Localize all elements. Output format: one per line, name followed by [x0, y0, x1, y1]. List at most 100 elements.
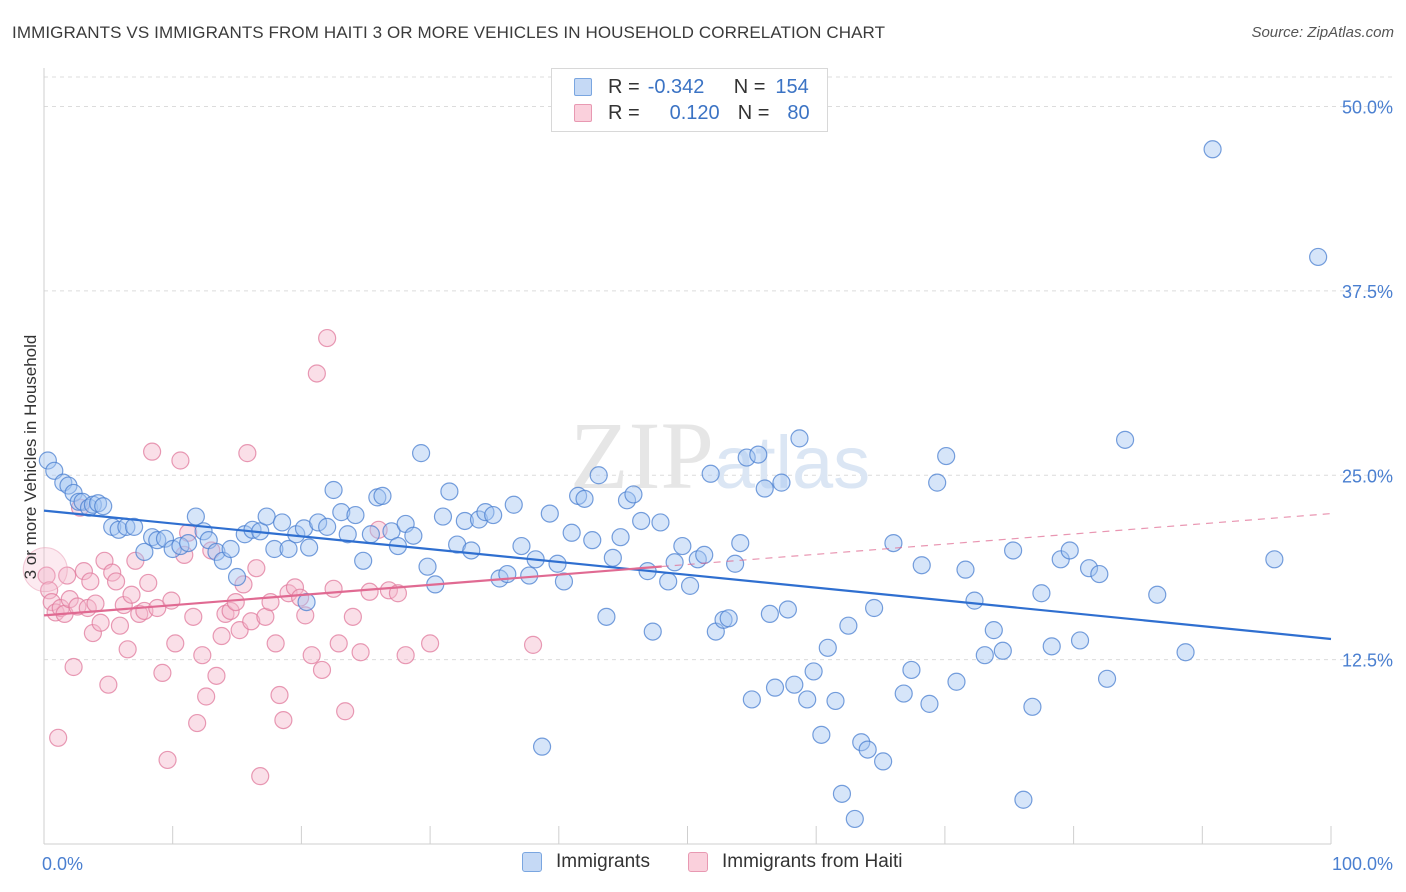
- watermark: ZIPatlas: [570, 402, 870, 509]
- series-immigrants: [38, 140, 1328, 829]
- data-point-immigrants: [947, 672, 966, 691]
- data-point-immigrants: [1079, 559, 1099, 578]
- data-point-haiti: [175, 545, 194, 565]
- data-point-immigrants: [984, 621, 1003, 640]
- data-point-immigrants: [265, 539, 284, 559]
- x-tick-label: 100.0%: [1332, 854, 1393, 874]
- tick-labels: 12.5% 25.0% 37.5% 50.0% 0.0% 100.0%: [42, 98, 1393, 875]
- data-point-immigrants: [928, 473, 947, 492]
- data-point-immigrants: [597, 607, 616, 626]
- data-point-haiti: [118, 640, 137, 659]
- data-point-immigrants: [346, 505, 365, 525]
- data-point-immigrants: [643, 622, 662, 641]
- data-point-haiti: [91, 613, 110, 632]
- data-point-haiti: [221, 601, 240, 621]
- data-point-immigrants: [812, 725, 831, 744]
- data-point-haiti: [49, 728, 68, 747]
- data-point-haiti: [40, 581, 59, 600]
- data-point-immigrants: [1148, 585, 1167, 604]
- legend-row-haiti: R = 0.120 N = 80: [574, 101, 810, 125]
- data-point-immigrants: [1090, 564, 1109, 584]
- data-point-immigrants: [760, 604, 779, 624]
- data-point-haiti: [122, 585, 141, 604]
- data-point-immigrants: [731, 533, 750, 553]
- data-point-immigrants: [865, 598, 884, 618]
- data-point-immigrants: [279, 539, 298, 559]
- data-point-haiti: [270, 685, 289, 705]
- legend-r-value: -0.342: [647, 75, 705, 98]
- data-point-immigrants: [404, 526, 423, 545]
- data-point-haiti: [143, 442, 162, 461]
- data-point-immigrants: [755, 479, 774, 498]
- data-point-immigrants: [818, 638, 837, 657]
- chart-title: IMMIGRANTS VS IMMIGRANTS FROM HAITI 3 OR…: [12, 23, 886, 42]
- data-point-immigrants: [532, 737, 552, 756]
- data-point-immigrants: [632, 511, 651, 531]
- data-point-haiti: [336, 702, 355, 721]
- correlation-legend: R = -0.342 N = 154 R = 0.120 N = 80: [551, 68, 828, 132]
- data-point-immigrants: [484, 505, 503, 525]
- series-legend: Immigrants Immigrants from Haiti: [0, 851, 1406, 877]
- data-point-immigrants: [1042, 637, 1061, 656]
- data-point-haiti: [60, 590, 79, 609]
- data-point-haiti: [242, 612, 261, 631]
- data-point-immigrants: [583, 531, 602, 550]
- data-point-immigrants: [148, 531, 167, 550]
- data-point-immigrants: [659, 572, 678, 591]
- data-point-immigrants: [680, 576, 700, 595]
- data-point-immigrants: [603, 548, 622, 567]
- legend-row-immigrants: R = -0.342 N = 154: [574, 75, 809, 99]
- data-point-immigrants: [894, 684, 913, 703]
- data-point-haiti: [324, 579, 343, 598]
- data-point-immigrants: [965, 591, 984, 610]
- data-point-haiti: [329, 634, 348, 653]
- legend-swatch-immigrants: [522, 852, 542, 872]
- y-tick-label: 25.0%: [1342, 466, 1393, 486]
- data-point-haiti: [212, 626, 231, 646]
- data-point-immigrants: [902, 660, 921, 680]
- data-point-immigrants: [852, 733, 871, 752]
- data-point-haiti: [171, 451, 190, 470]
- legend-item-haiti: Immigrants from Haiti: [688, 851, 903, 873]
- data-point-immigrants: [742, 690, 761, 709]
- data-point-immigrants: [338, 525, 357, 544]
- legend-swatch-haiti: [574, 104, 592, 122]
- data-point-haiti: [110, 616, 130, 635]
- data-point-haiti: [247, 559, 266, 578]
- data-point-immigrants: [332, 503, 351, 522]
- data-point-immigrants: [1309, 247, 1328, 267]
- data-point-immigrants: [1023, 697, 1042, 716]
- data-point-immigrants: [673, 536, 692, 556]
- trend-line-haiti: [43, 565, 662, 617]
- data-point-immigrants: [562, 523, 581, 542]
- data-point-immigrants: [589, 466, 608, 485]
- data-point-immigrants: [504, 495, 523, 514]
- data-point-immigrants: [772, 473, 791, 492]
- data-point-haiti: [251, 767, 270, 786]
- data-point-immigrants: [912, 556, 931, 575]
- y-tick-label: 12.5%: [1342, 651, 1393, 671]
- data-point-immigrants: [1176, 643, 1195, 662]
- data-point-haiti: [318, 328, 337, 348]
- legend-r-label: R =: [608, 101, 640, 124]
- y-axis-label: 3 or more Vehicles in Household: [21, 335, 40, 580]
- data-point-haiti: [523, 635, 543, 654]
- data-point-immigrants: [790, 429, 809, 448]
- data-point-immigrants: [858, 740, 877, 759]
- data-point-immigrants: [324, 480, 343, 500]
- data-point-immigrants: [1070, 631, 1090, 650]
- data-point-haiti: [296, 606, 315, 625]
- data-point-immigrants: [1203, 140, 1222, 159]
- data-point-immigrants: [433, 507, 453, 526]
- data-point-immigrants: [1115, 430, 1135, 449]
- data-point-immigrants: [462, 541, 481, 560]
- data-point-haiti: [234, 575, 253, 594]
- data-point-immigrants: [785, 675, 804, 694]
- data-point-immigrants: [38, 451, 57, 470]
- legend-swatch-haiti: [688, 852, 708, 872]
- data-point-haiti: [351, 643, 370, 662]
- data-point-immigrants: [1097, 669, 1117, 688]
- data-point-immigrants: [749, 445, 768, 464]
- data-point-immigrants: [778, 600, 797, 619]
- data-point-haiti: [64, 657, 83, 677]
